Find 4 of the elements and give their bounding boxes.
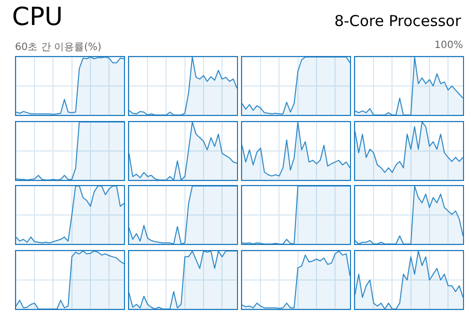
text: 60초 간 이용률(%): [15, 41, 102, 54]
chart-title: CPU: [12, 2, 63, 31]
text: 100%: [434, 40, 463, 51]
chart-subtitle: 8-Core Processor: [334, 12, 461, 30]
